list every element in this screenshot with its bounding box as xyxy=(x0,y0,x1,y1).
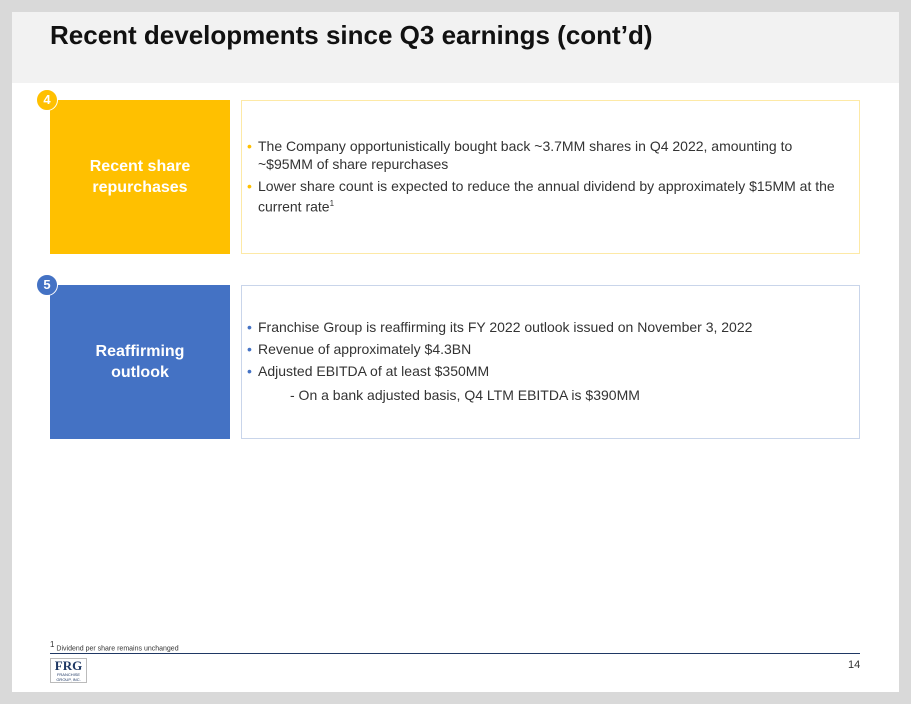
footnote-ref: 1 xyxy=(329,198,335,208)
section-label: Reaffirming outlook xyxy=(95,343,185,381)
section-number: 5 xyxy=(36,274,58,296)
slide: Recent developments since Q3 earnings (c… xyxy=(12,12,899,692)
bullet: Adjusted EBITDA of at least $350MM xyxy=(244,362,848,380)
footer-rule xyxy=(50,653,860,654)
logo-subtext: FRANCHISE GROUP, INC. xyxy=(56,672,81,682)
header: Recent developments since Q3 earnings (c… xyxy=(12,12,899,83)
page-number: 14 xyxy=(848,659,861,671)
footnote-text: Dividend per share remains unchanged xyxy=(56,645,179,653)
footnote-marker: 1 xyxy=(50,640,55,649)
section-label-box: Reaffirming outlook xyxy=(50,285,230,439)
bullet: The Company opportunistically bought bac… xyxy=(244,137,848,173)
section-label-box: Recent share repurchases xyxy=(50,100,230,254)
logo-text: FRG xyxy=(54,658,83,673)
bullet: Franchise Group is reaffirming its FY 20… xyxy=(244,318,848,336)
section-label: Recent share repurchases xyxy=(89,158,191,196)
logo: FRG FRANCHISE GROUP, INC. xyxy=(50,658,87,683)
title: Recent developments since Q3 earnings (c… xyxy=(50,20,653,50)
sub-bullet: - On a bank adjusted basis, Q4 LTM EBITD… xyxy=(290,387,640,403)
section-text-box: Franchise Group is reaffirming its FY 20… xyxy=(241,285,860,439)
footnote: 1 Dividend per share remains unchanged xyxy=(50,640,179,652)
bullet-text: Lower share count is expected to reduce … xyxy=(258,177,835,215)
section-number: 4 xyxy=(36,89,58,111)
bullet: Revenue of approximately $4.3BN xyxy=(244,340,848,358)
bullet: Lower share count is expected to reduce … xyxy=(244,177,848,216)
section-text-box: The Company opportunistically bought bac… xyxy=(241,100,860,254)
